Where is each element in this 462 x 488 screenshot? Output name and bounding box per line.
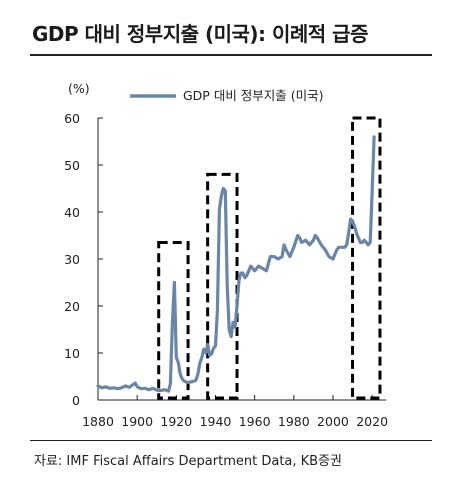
y-axis-label: (%) bbox=[68, 81, 90, 96]
legend: GDP 대비 정부지출 (미국) bbox=[130, 88, 324, 103]
source-note: 자료: IMF Fiscal Affairs Department Data, … bbox=[34, 454, 343, 469]
axes: 0 10 20 30 40 50 60 1880 1900 1920 1940 1960 1980 200… bbox=[64, 111, 388, 429]
series-group bbox=[96, 135, 376, 393]
title-rule bbox=[30, 54, 432, 56]
y-tick-label: 20 bbox=[64, 299, 80, 314]
highlight-box bbox=[206, 172, 239, 400]
x-tick-label: 1880 bbox=[82, 414, 114, 429]
y-tick-label: 40 bbox=[64, 205, 80, 220]
x-tick-label: 1900 bbox=[121, 414, 153, 429]
x-tick-label: 1980 bbox=[278, 414, 310, 429]
legend-label: GDP 대비 정부지출 (미국) bbox=[183, 88, 324, 103]
y-tick-label: 60 bbox=[64, 111, 80, 126]
x-tick-label: 2020 bbox=[356, 414, 388, 429]
y-tick-label: 0 bbox=[72, 393, 80, 408]
source-rule bbox=[30, 440, 432, 441]
series-line bbox=[96, 135, 376, 393]
highlight-box bbox=[157, 241, 190, 400]
x-tick-label: 1940 bbox=[200, 414, 232, 429]
y-tick-label: 10 bbox=[64, 346, 80, 361]
x-tick-label: 1920 bbox=[160, 414, 192, 429]
x-tick-label: 2000 bbox=[317, 414, 349, 429]
y-tick-label: 50 bbox=[64, 158, 80, 173]
chart-title: GDP 대비 정부지출 (미국): 이례적 급증 bbox=[32, 22, 368, 46]
highlight-box bbox=[351, 116, 382, 400]
x-tick-label: 1960 bbox=[239, 414, 271, 429]
y-tick-label: 30 bbox=[64, 252, 80, 267]
